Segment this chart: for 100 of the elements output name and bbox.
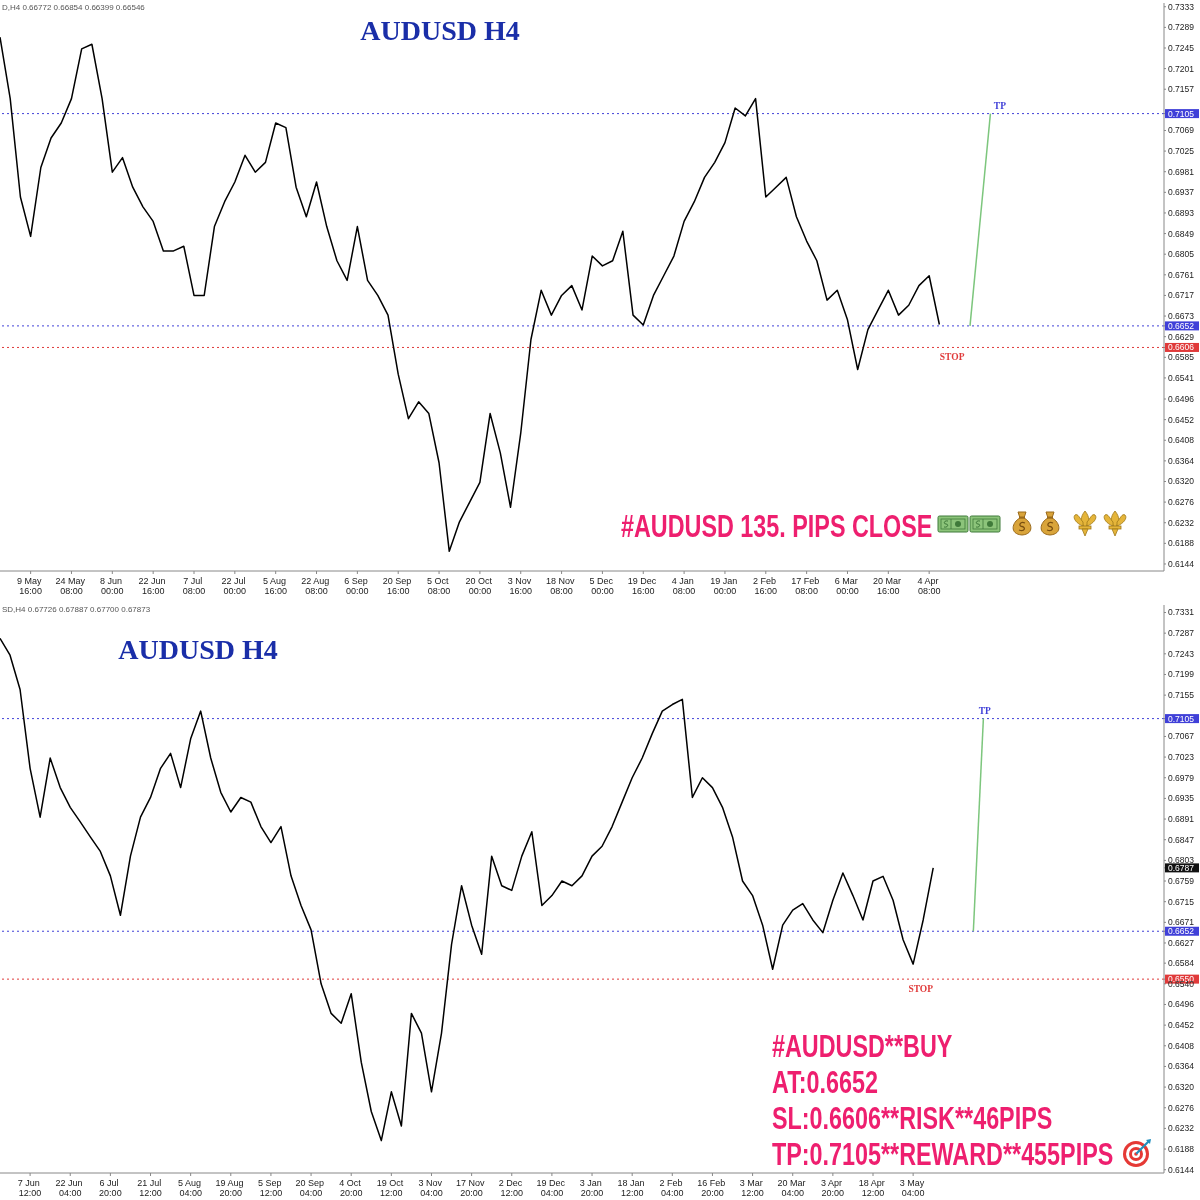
y-tick-label: 0.6671 — [1168, 917, 1195, 928]
y-tick-label: 0.6652 — [1168, 926, 1195, 937]
x-tick-label: 5 Sep 12:00 — [257, 1178, 284, 1198]
y-tick-label: 0.6408 — [1168, 435, 1195, 446]
x-tick-label: 2 Feb 16:00 — [753, 576, 779, 596]
x-tick-label: 20 Mar 04:00 — [777, 1178, 808, 1198]
x-tick-label: 17 Feb 08:00 — [791, 576, 822, 596]
y-tick-label: 0.6652 — [1168, 320, 1195, 331]
x-tick-label: 16 Feb 20:00 — [697, 1178, 728, 1198]
x-tick-label: 19 Dec 16:00 — [627, 576, 659, 596]
y-tick-label: 0.6584 — [1168, 958, 1195, 969]
ref-line-label: STOP — [908, 984, 934, 995]
x-tick-label: 7 Jul 08:00 — [182, 576, 206, 596]
annotation: SL:0.6606**RISK**46PIPS — [772, 1100, 1053, 1136]
y-tick-label: 0.6188 — [1168, 538, 1195, 549]
annotation: D,H4 0.66772 0.66854 0.66399 0.66546 — [2, 3, 146, 12]
x-tick-label: 9 May 16:00 — [17, 576, 45, 596]
y-tick-label: 0.6847 — [1168, 834, 1195, 845]
x-tick-label: 3 Nov 04:00 — [418, 1178, 445, 1198]
y-tick-label: 0.6452 — [1168, 414, 1195, 425]
x-tick-label: 18 Apr 12:00 — [858, 1178, 888, 1198]
x-tick-label: 8 Jun 00:00 — [100, 576, 125, 596]
annotation: #AUDUSD 135. PIPS CLOSE — [621, 508, 933, 544]
x-tick-label: 20 Mar 16:00 — [873, 576, 904, 596]
y-tick-label: 0.6320 — [1168, 1082, 1195, 1093]
x-tick-label: 5 Aug 16:00 — [262, 576, 289, 596]
y-tick-label: 0.6935 — [1168, 793, 1195, 804]
y-tick-label: 0.6144 — [1168, 1164, 1195, 1175]
y-tick-label: 0.6496 — [1168, 393, 1195, 404]
y-tick-label: 0.6541 — [1168, 372, 1195, 383]
x-tick-label: 24 May 08:00 — [55, 576, 88, 596]
y-tick-label: 0.6606 — [1168, 342, 1195, 353]
y-tick-label: 0.6805 — [1168, 249, 1195, 260]
x-tick-label: 19 Aug 20:00 — [215, 1178, 247, 1198]
x-tick-label: 5 Aug 04:00 — [177, 1178, 204, 1198]
y-tick-label: 0.6232 — [1168, 517, 1195, 528]
y-tick-label: 0.7331 — [1168, 607, 1195, 618]
y-tick-label: 0.6673 — [1168, 311, 1195, 322]
y-tick-label: 0.7155 — [1168, 690, 1195, 701]
x-tick-label: 19 Dec 04:00 — [536, 1178, 568, 1198]
y-tick-label: 0.6232 — [1168, 1123, 1195, 1134]
y-tick-label: 0.6629 — [1168, 331, 1195, 342]
annotation: #AUDUSD**BUY — [772, 1028, 953, 1064]
annotation: AT:0.6652 — [772, 1064, 878, 1100]
y-tick-label: 0.7333 — [1168, 1, 1195, 12]
x-tick-label: 2 Dec 12:00 — [498, 1178, 525, 1198]
x-tick-label: 5 Oct 08:00 — [427, 576, 452, 596]
x-tick-label: 4 Apr 08:00 — [917, 576, 941, 596]
y-tick-label: 0.6364 — [1168, 1061, 1195, 1072]
y-tick-label: 0.6320 — [1168, 476, 1195, 487]
x-tick-label: 6 Sep 00:00 — [344, 576, 371, 596]
x-tick-label: 20 Sep 04:00 — [295, 1178, 327, 1198]
y-tick-label: 0.6585 — [1168, 352, 1195, 363]
y-tick-label: 0.7157 — [1168, 84, 1195, 95]
x-tick-label: 22 Jun 16:00 — [138, 576, 168, 596]
x-tick-label: 7 Jun 12:00 — [17, 1178, 43, 1198]
y-tick-label: 0.6849 — [1168, 228, 1195, 239]
y-tick-label: 0.7069 — [1168, 125, 1195, 136]
x-tick-label: 4 Oct 20:00 — [339, 1178, 364, 1198]
chart-title: AUDUSD H4 — [360, 15, 520, 46]
y-tick-label: 0.6761 — [1168, 269, 1195, 280]
y-tick-label: 0.6937 — [1168, 187, 1195, 198]
y-tick-label: 0.7201 — [1168, 63, 1195, 74]
x-tick-label: 18 Nov 08:00 — [546, 576, 578, 596]
y-tick-label: 0.6715 — [1168, 896, 1195, 907]
x-tick-label: 19 Oct 12:00 — [376, 1178, 406, 1198]
x-tick-label: 21 Jul 12:00 — [137, 1178, 164, 1198]
x-tick-label: 3 Apr 20:00 — [821, 1178, 845, 1198]
y-tick-label: 0.7289 — [1168, 22, 1195, 33]
text: AUDUSD H4 — [118, 634, 278, 665]
y-tick-label: 0.7105 — [1168, 108, 1195, 119]
y-tick-label: 0.6364 — [1168, 455, 1195, 466]
y-tick-label: 0.7067 — [1168, 731, 1195, 742]
y-tick-label: 0.7199 — [1168, 669, 1195, 680]
y-tick-label: 0.7025 — [1168, 146, 1195, 157]
y-tick-label: 0.6496 — [1168, 999, 1195, 1010]
y-tick-label: 0.7287 — [1168, 628, 1195, 639]
y-tick-label: 0.6276 — [1168, 497, 1195, 508]
y-tick-label: 0.7243 — [1168, 648, 1195, 659]
x-tick-label: 19 Jan 00:00 — [710, 576, 740, 596]
x-tick-label: 22 Jun 04:00 — [55, 1178, 86, 1198]
x-tick-label: 3 May 04:00 — [899, 1178, 927, 1198]
y-tick-label: 0.6188 — [1168, 1144, 1195, 1155]
ref-line-label: TP — [978, 705, 992, 716]
x-tick-label: 20 Sep 16:00 — [382, 576, 414, 596]
y-tick-label: 0.7245 — [1168, 42, 1195, 53]
x-tick-label: 3 Mar 12:00 — [739, 1178, 766, 1198]
y-tick-label: 0.7105 — [1168, 713, 1195, 724]
y-tick-label: 0.6717 — [1168, 290, 1195, 301]
y-tick-label: 0.6276 — [1168, 1102, 1195, 1113]
y-tick-label: 0.6144 — [1168, 558, 1195, 569]
annotation: SD,H4 0.67726 0.67887 0.67700 0.67873 — [2, 605, 151, 614]
x-tick-label: 4 Jan 08:00 — [671, 576, 697, 596]
y-tick-label: 0.6891 — [1168, 814, 1195, 825]
y-tick-label: 0.6979 — [1168, 772, 1195, 783]
x-tick-label: 5 Dec 00:00 — [589, 576, 616, 596]
x-tick-label: 3 Nov 16:00 — [507, 576, 534, 596]
y-tick-label: 0.6759 — [1168, 875, 1195, 886]
x-tick-label: 17 Nov 20:00 — [456, 1178, 488, 1198]
ref-line-label: STOP — [939, 352, 965, 363]
